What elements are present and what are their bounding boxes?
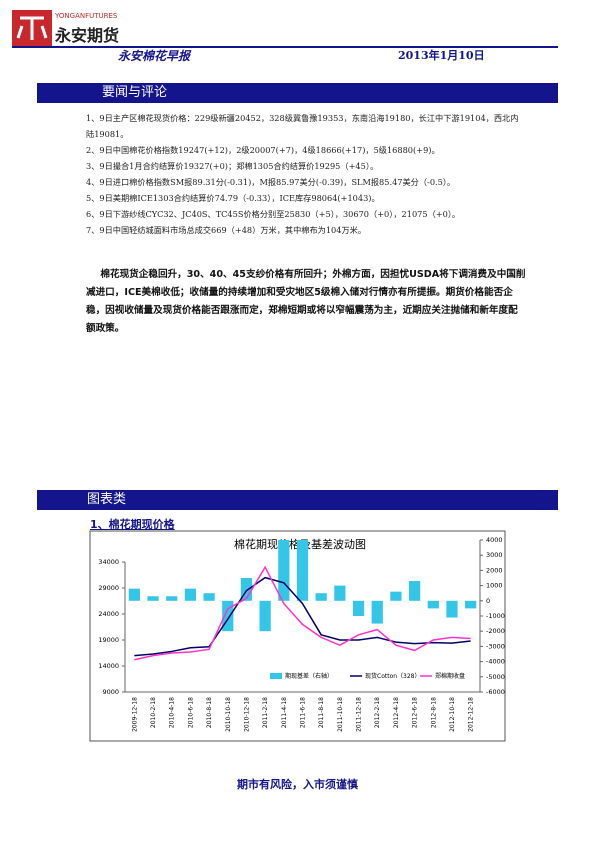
- basis-bar: [371, 600, 383, 624]
- basis-bar: [315, 593, 327, 601]
- chart-heading: 1、棉花期现价格: [90, 518, 175, 531]
- news-item: 1、9日主产区棉花现货价格：229级新疆20452，328级冀鲁豫19353，东…: [86, 113, 519, 139]
- x-tick-label: 2011-2-18: [262, 697, 269, 728]
- y-tick-label: 9000: [102, 688, 119, 696]
- news-item: 5、9日美期棉ICE1303合约结算价74.79（-0.33），ICE库存980…: [86, 193, 380, 203]
- y2-tick-label: -1000: [486, 612, 505, 620]
- header-rule: [12, 46, 558, 48]
- basis-bar: [222, 600, 234, 632]
- x-tick-label: 2012-2-18: [374, 697, 381, 728]
- x-tick-label: 2010-8-18: [206, 697, 213, 728]
- report-date: 2013年1月10日: [398, 49, 485, 62]
- x-tick-label: 2010-10-18: [225, 697, 232, 732]
- x-tick-label: 2012-10-18: [449, 697, 456, 732]
- brand-en: YONGANFUTURES: [55, 12, 118, 20]
- basis-bar: [203, 593, 215, 601]
- y2-tick-label: 1000: [486, 582, 503, 590]
- legend-label: 郑棉期收盘: [435, 672, 465, 680]
- x-tick-label: 2010-4-18: [169, 697, 176, 728]
- x-tick-label: 2012-4-18: [393, 697, 400, 728]
- x-tick-label: 2010-2-18: [150, 697, 157, 728]
- basis-bar: [352, 600, 365, 616]
- basis-bar: [334, 585, 346, 601]
- basis-bar: [427, 600, 439, 609]
- y2-tick-label: -6000: [486, 688, 505, 696]
- y-tick-label: 19000: [98, 636, 119, 644]
- y2-tick-label: 2000: [486, 566, 503, 574]
- x-tick-label: 2012-12-18: [468, 697, 475, 732]
- y2-tick-label: 0: [486, 597, 490, 605]
- news-item: 4、9日进口棉价格指数SM报89.31分(-0.31)，M报85.97美分(-0…: [86, 177, 456, 187]
- news-item: 7、9日中国轻纺城面料市场总成交669（+48）万米，其中棉布为104万米。: [86, 225, 367, 235]
- news-item: 3、9日撮合1月合约结算价19327(+0)；郑棉1305合约结算价19295（…: [86, 161, 379, 171]
- x-tick-label: 2010-6-18: [187, 697, 194, 728]
- x-tick-label: 2012-6-18: [412, 697, 419, 728]
- logo-icon: [12, 10, 52, 46]
- brand-cn: 永安期货: [55, 26, 120, 45]
- legend-swatch: [270, 673, 282, 679]
- basis-bar: [465, 600, 477, 609]
- basis-bar: [446, 600, 458, 618]
- y-tick-label: 24000: [98, 610, 119, 618]
- basis-bar: [147, 596, 159, 601]
- x-tick-label: 2011-4-18: [281, 697, 288, 728]
- section-news: 要闻与评论: [37, 83, 558, 103]
- section-charts: 图表类: [37, 490, 558, 510]
- report-title: 永安棉花早报: [118, 49, 191, 63]
- legend-label: 现货Cotton（328）: [365, 672, 421, 680]
- y2-tick-label: -5000: [486, 673, 505, 681]
- news-item: 2、9日中国棉花价格指数19247(+12)，2级20007(+7)，4级186…: [86, 145, 440, 155]
- y2-tick-label: -3000: [486, 642, 505, 650]
- y-tick-label: 34000: [98, 558, 119, 566]
- basis-bar: [390, 591, 402, 601]
- x-tick-label: 2009-12-18: [131, 697, 138, 732]
- basis-bar: [128, 588, 140, 601]
- x-tick-label: 2011-10-18: [337, 697, 344, 732]
- footer: 期市有风险，入市须谨慎: [237, 778, 358, 791]
- x-tick-label: 2010-12-18: [243, 697, 250, 732]
- legend-label: 期现基差（右轴）: [285, 672, 333, 680]
- commentary: 棉花现货企稳回升，30、40、45支纱价格有所回升；外棉方面，因担忧USDA将下…: [86, 269, 526, 334]
- basis-bar: [296, 540, 309, 601]
- x-tick-label: 2011-12-18: [356, 697, 363, 732]
- news-item: 6、9日下游纱线CYC32、JC40S、TC45S价格分别至25830（+5），…: [86, 209, 461, 219]
- price-line: [134, 576, 471, 657]
- x-tick-label: 2011-6-18: [300, 697, 307, 728]
- y2-tick-label: 4000: [486, 536, 503, 544]
- basis-bar: [240, 578, 253, 601]
- news-list: 1、9日主产区棉花现货价格：229级新疆20452，328级冀鲁豫19353，东…: [86, 110, 526, 238]
- price-line: [134, 565, 471, 661]
- basis-bar: [184, 588, 196, 601]
- x-tick-label: 2011-8-18: [318, 697, 325, 728]
- y2-tick-label: -2000: [486, 627, 505, 635]
- basis-bar: [259, 600, 271, 632]
- basis-bar: [166, 596, 178, 601]
- y2-tick-label: 3000: [486, 551, 503, 559]
- basis-bar: [278, 540, 290, 601]
- basis-bar: [409, 581, 421, 601]
- y-tick-label: 29000: [98, 584, 119, 592]
- x-tick-label: 2012-8-18: [430, 697, 437, 728]
- y-tick-label: 14000: [98, 662, 119, 670]
- y2-tick-label: -4000: [486, 658, 505, 666]
